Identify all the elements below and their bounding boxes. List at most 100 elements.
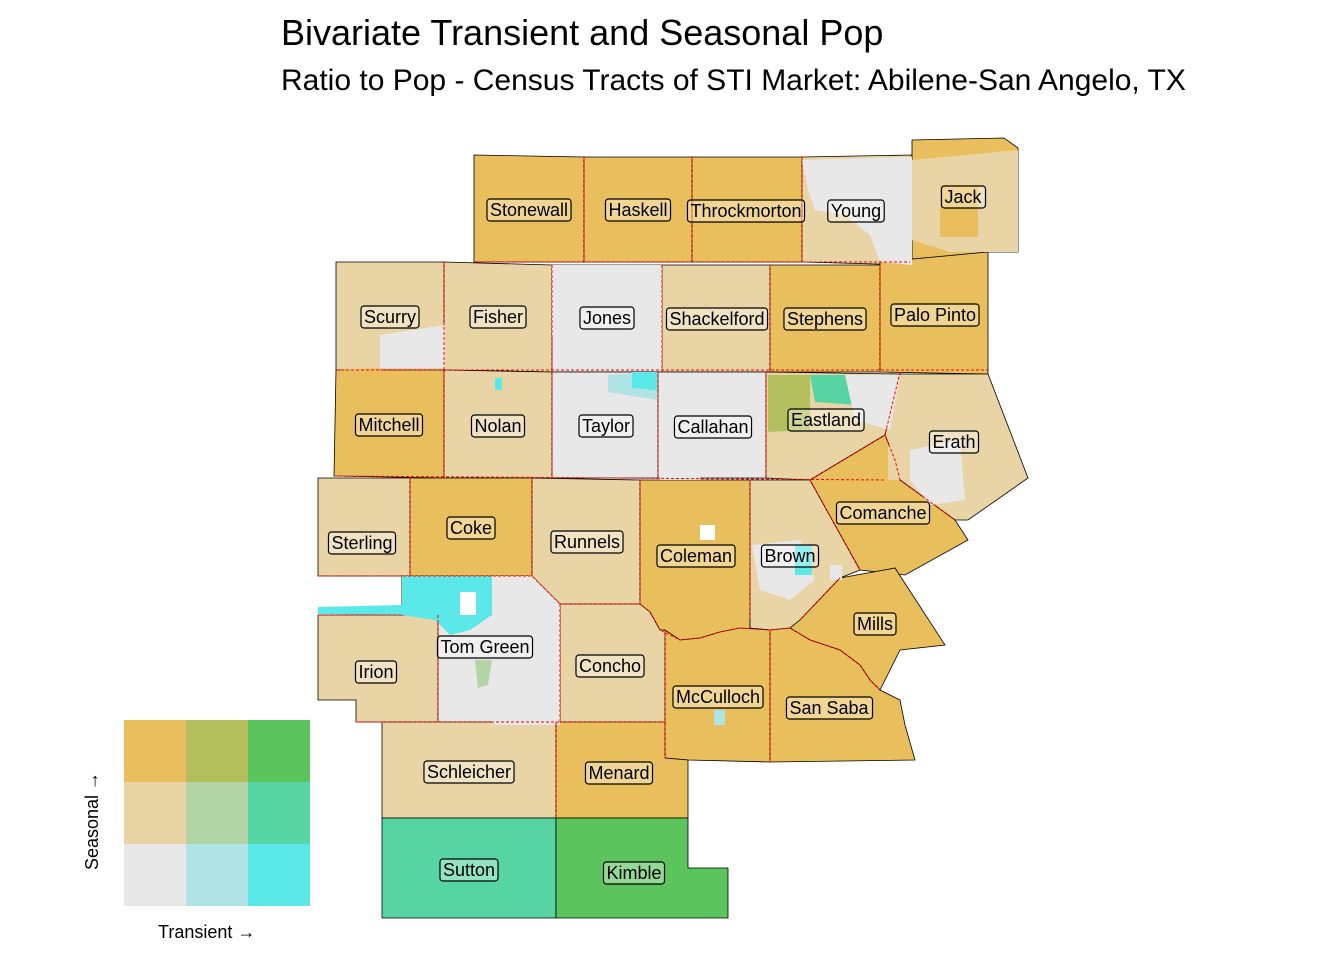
county-label-box (783, 307, 867, 331)
county-label-text: Runnels (554, 532, 620, 552)
county-boundary (884, 371, 901, 436)
county-label-mcculloch: McCulloch (672, 685, 764, 709)
county-label-text: Stonewall (490, 200, 568, 220)
map-title: Bivariate Transient and Seasonal Pop (281, 12, 884, 53)
tract-patch (475, 660, 492, 688)
county-label-box (787, 408, 865, 432)
county-label-text: Coke (450, 518, 492, 538)
tract-patch (810, 375, 858, 405)
tract-patch (768, 375, 810, 432)
county-label-text: Tom Green (440, 637, 529, 657)
county-sterling (317, 477, 411, 577)
county-label-coke: Coke (446, 516, 496, 540)
county-label-box (327, 531, 397, 555)
county-label-haskell: Haskell (604, 198, 672, 222)
county-label-box (579, 306, 635, 330)
county-label-box (785, 696, 874, 720)
county-label-box (665, 307, 769, 331)
county-label-text: Fisher (473, 307, 523, 327)
county-label-text: Concho (579, 656, 641, 676)
county-label-box (354, 413, 424, 437)
tract-patch (660, 375, 700, 480)
county-label-text: Young (831, 201, 881, 221)
tract-patch (940, 185, 978, 237)
county-label-text: Mitchell (358, 415, 419, 435)
county-label-fisher: Fisher (469, 305, 527, 329)
county-label-box (469, 305, 527, 329)
legend-cell (186, 782, 248, 844)
county-label-text: Palo Pinto (894, 305, 976, 325)
county-boundary (809, 434, 886, 481)
county-label-box (604, 198, 672, 222)
tract-patch (552, 265, 662, 370)
county-label-box (578, 414, 634, 438)
county-label-text: Brown (764, 546, 815, 566)
county-label-sutton: Sutton (439, 858, 499, 882)
county-label-text: Sutton (443, 860, 495, 880)
county-label-box (354, 660, 398, 684)
county-boundary (335, 475, 886, 481)
county-label-box (686, 199, 806, 223)
county-boundary (318, 575, 640, 605)
county-label-box (827, 199, 885, 223)
county-label-coleman: Coleman (656, 544, 736, 568)
county-label-palo-pinto: Palo Pinto (890, 303, 980, 327)
county-boundary (884, 434, 956, 521)
county-label-box (835, 501, 931, 525)
legend-cell (124, 782, 186, 844)
legend-x-label: Transient → (158, 922, 256, 942)
county-label-box (439, 858, 499, 882)
county-label-tom-green: Tom Green (436, 635, 534, 659)
county-label-box (673, 415, 753, 439)
tract-patch (402, 576, 492, 635)
county-label-mitchell: Mitchell (354, 413, 424, 437)
county-label-san-saba: San Saba (785, 696, 874, 720)
county-label-kimble: Kimble (602, 861, 666, 885)
county-label-text: Coleman (660, 546, 732, 566)
county-label-text: Nolan (474, 416, 521, 436)
tract-patch (495, 378, 502, 390)
county-label-text: Schleicher (427, 762, 511, 782)
county-label-box (602, 861, 666, 885)
legend-cell (248, 782, 310, 844)
county-label-box (446, 516, 496, 540)
county-boundary (639, 603, 881, 691)
county-labels: Stonewall Haskell Throckmorton Young Jack Scu… (327, 185, 987, 885)
county-label-irion: Irion (354, 660, 398, 684)
county-label-text: Mills (857, 614, 893, 634)
county-label-young: Young (827, 199, 885, 223)
county-label-box (940, 185, 987, 209)
county-label-jack: Jack (940, 185, 987, 209)
tract-patch (910, 440, 965, 505)
county-label-stonewall: Stonewall (486, 198, 572, 222)
county-label-text: Sterling (331, 533, 392, 553)
map-subtitle: Ratio to Pop - Census Tracts of STI Mark… (281, 64, 1186, 97)
legend-cell (124, 844, 186, 906)
county-label-jones: Jones (579, 306, 635, 330)
county-label-text: Haskell (608, 200, 667, 220)
county-label-text: Shackelford (669, 309, 764, 329)
tract-patch (888, 445, 900, 480)
county-label-text: McCulloch (676, 687, 760, 707)
county-label-text: Throckmorton (690, 201, 801, 221)
county-label-box (423, 760, 515, 784)
county-label-text: Menard (588, 763, 649, 783)
county-label-callahan: Callahan (673, 415, 753, 439)
county-label-sterling: Sterling (327, 531, 397, 555)
tract-patch (700, 525, 715, 540)
county-label-box (575, 654, 645, 678)
tract-patches (318, 150, 1018, 725)
tract-patch (632, 372, 657, 390)
bivariate-legend (124, 720, 310, 906)
legend-y-label: Seasonal → (82, 771, 102, 870)
county-label-text: Comanche (839, 503, 926, 523)
county-label-box (928, 430, 980, 454)
county-label-runnels: Runnels (550, 530, 624, 554)
county-label-box (486, 198, 572, 222)
tract-patch (318, 605, 402, 615)
county-label-text: Jack (944, 187, 982, 207)
county-label-comanche: Comanche (835, 501, 931, 525)
county-label-text: Jones (583, 308, 631, 328)
county-boundary (809, 479, 861, 571)
